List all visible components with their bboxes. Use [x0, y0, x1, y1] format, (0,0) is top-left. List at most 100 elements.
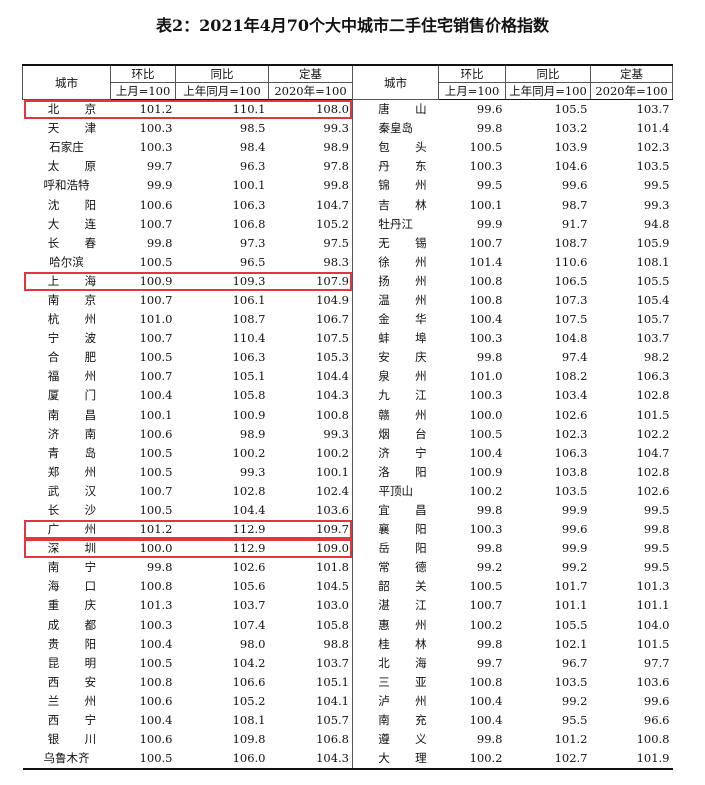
index-value: 100.4: [469, 693, 503, 708]
city-name: 岳阳: [378, 541, 452, 556]
index-value: 100.6: [139, 426, 173, 441]
index-value: 100.8: [139, 674, 173, 689]
index-value: 99.8: [146, 235, 173, 250]
table-row: 西安 100.8 106.6 105.1 三亚 100.8 103.5 103.6: [23, 672, 673, 692]
index-value: 107.4: [232, 617, 266, 632]
table-row: 海口 100.8 105.6 104.5 韶关 100.5 101.7 101.3: [23, 577, 673, 597]
index-value: 102.8: [636, 464, 670, 479]
table-row: 深圳 100.0 112.9 109.0 岳阳 99.8 99.9 99.5: [23, 539, 673, 559]
index-value: 99.3: [239, 464, 266, 479]
index-value: 101.2: [139, 522, 173, 537]
index-value: 107.5: [268, 329, 353, 349]
table-row: 武汉 100.7 102.8 102.4 平顶山 100.2 103.5 102.6: [23, 481, 673, 501]
index-value: 105.1: [268, 672, 353, 692]
city-name: 郑州: [47, 464, 122, 479]
index-value: 100.3: [469, 331, 503, 346]
index-value: 109.7: [268, 520, 353, 540]
base-header: 上月=100: [110, 82, 176, 100]
index-value: 104.3: [268, 749, 353, 771]
city-name: 石家庄: [49, 140, 84, 155]
city-name: 太原: [47, 159, 122, 174]
index-value: 103.5: [636, 159, 670, 174]
index-value: 100.2: [232, 445, 266, 460]
index-value: 99.7: [476, 655, 503, 670]
index-value: 100.5: [139, 254, 173, 269]
city-name: 海口: [47, 579, 122, 594]
col-header: 定基: [590, 64, 673, 83]
index-value: 102.2: [636, 426, 670, 441]
index-value: 100.5: [469, 579, 503, 594]
index-value: 105.3: [268, 348, 353, 368]
index-value: 99.2: [561, 560, 588, 575]
index-value: 100.7: [139, 292, 173, 307]
index-value: 103.6: [636, 674, 670, 689]
index-value: 100.1: [469, 197, 503, 212]
index-value: 105.8: [268, 615, 353, 635]
index-value: 99.5: [643, 541, 670, 556]
city-name: 济南: [47, 426, 122, 441]
index-value: 98.5: [239, 121, 266, 136]
index-value: 94.8: [643, 216, 670, 231]
index-value: 96.6: [643, 713, 670, 728]
index-value: 100.6: [139, 693, 173, 708]
index-value: 106.3: [554, 445, 588, 460]
index-value: 106.3: [232, 350, 266, 365]
index-value: 110.1: [232, 102, 266, 117]
index-value: 91.7: [561, 216, 588, 231]
index-value: 100.3: [139, 617, 173, 632]
index-value: 100.6: [139, 197, 173, 212]
index-value: 101.0: [469, 369, 503, 384]
index-value: 108.7: [232, 312, 266, 327]
index-value: 104.4: [268, 367, 353, 387]
table-row: 呼和浩特 99.9 100.1 99.8 锦州 99.5 99.6 99.5: [23, 176, 673, 196]
index-value: 100.5: [139, 350, 173, 365]
index-value: 104.9: [268, 290, 353, 311]
index-value: 100.2: [469, 483, 503, 498]
index-value: 98.2: [643, 350, 670, 365]
index-value: 100.7: [139, 369, 173, 384]
table-row: 青岛 100.5 100.2 100.2 济宁 100.4 106.3 104.7: [23, 443, 673, 463]
index-value: 96.3: [239, 159, 266, 174]
city-name: 遵义: [378, 732, 452, 747]
index-value: 105.5: [554, 102, 588, 117]
index-value: 101.8: [268, 558, 353, 578]
city-name: 九江: [378, 388, 452, 403]
index-value: 110.4: [232, 331, 266, 346]
index-value: 102.7: [505, 749, 591, 771]
index-value: 108.7: [554, 235, 588, 250]
index-value: 104.6: [554, 159, 588, 174]
table-row: 贵阳 100.4 98.0 98.8 桂林 99.8 102.1 101.5: [23, 634, 673, 654]
index-value: 103.6: [268, 500, 353, 521]
city-name: 温州: [378, 292, 452, 307]
table-row: 重庆 101.3 103.7 103.0 湛江 100.7 101.1 101.1: [23, 596, 673, 616]
city-name: 杭州: [47, 312, 122, 327]
index-value: 104.2: [232, 655, 266, 670]
index-value: 105.6: [232, 579, 266, 594]
table-row: 西宁 100.4 108.1 105.7 南充 100.4 95.5 96.6: [23, 711, 673, 731]
col-header: 环比: [110, 64, 176, 83]
index-value: 98.0: [239, 636, 266, 651]
index-value: 101.7: [554, 579, 588, 594]
city-name: 合肥: [47, 350, 122, 365]
index-value: 112.9: [232, 522, 266, 537]
index-value: 99.9: [146, 178, 173, 193]
index-value: 100.9: [139, 273, 173, 288]
index-value: 100.9: [469, 464, 503, 479]
city-name: 徐州: [378, 254, 452, 269]
city-name: 南京: [47, 292, 122, 307]
index-value: 100.3: [469, 388, 503, 403]
row-highlight: [23, 271, 352, 291]
index-value: 100.5: [139, 503, 173, 518]
index-value: 100.4: [469, 445, 503, 460]
row-highlight: [23, 99, 352, 120]
index-value: 105.5: [554, 617, 588, 632]
index-value: 99.9: [561, 503, 588, 518]
city-name: 天津: [47, 121, 122, 136]
index-value: 104.5: [268, 577, 353, 597]
city-name: 锦州: [378, 178, 452, 193]
index-value: 99.8: [476, 541, 503, 556]
index-value: 100.8: [469, 273, 503, 288]
city-name: 南昌: [47, 407, 122, 422]
index-value: 103.8: [554, 464, 588, 479]
